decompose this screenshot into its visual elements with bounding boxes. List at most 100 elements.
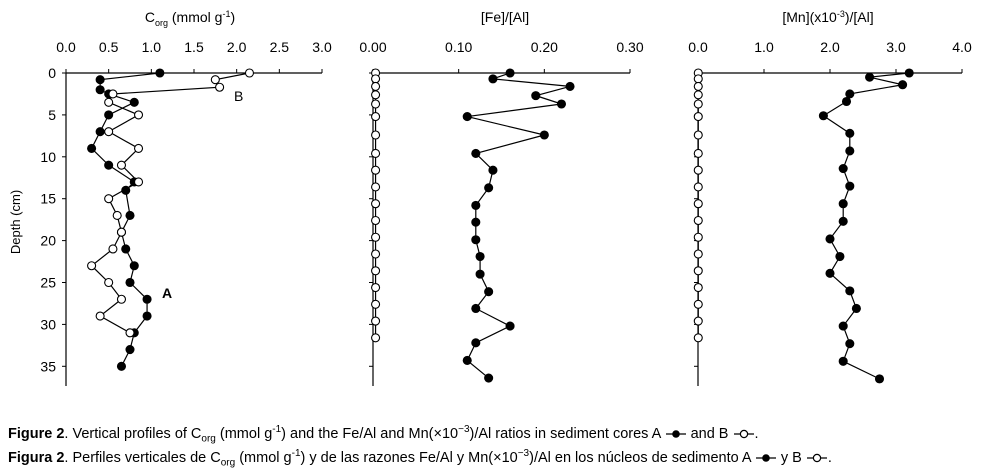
caption-es-label: Figura 2 xyxy=(8,449,65,466)
caption-en-text-2: (mmol g xyxy=(215,425,273,442)
data-point-b-corg xyxy=(116,227,127,237)
data-point-b-fe-al xyxy=(371,199,381,209)
data-point-a-corg xyxy=(104,160,114,170)
x-tick-label-fe-al: 0.20 xyxy=(531,39,558,55)
caption-es-text-1: . Perfiles verticales de C xyxy=(64,449,221,466)
data-point-b-mn-al xyxy=(693,199,703,209)
data-point-a-corg xyxy=(142,294,152,304)
data-point-b-mn-al xyxy=(693,316,703,326)
y-tick-label: 15 xyxy=(40,191,56,207)
data-point-a-fe-al xyxy=(475,269,485,279)
data-point-b-fe-al xyxy=(371,99,381,109)
x-tick-label-mn-al: 1.0 xyxy=(754,39,774,55)
data-point-a-corg xyxy=(142,311,152,321)
data-point-a-fe-al xyxy=(531,91,541,101)
data-point-a-mn-al xyxy=(845,286,855,296)
data-point-a-corg xyxy=(129,97,139,107)
data-point-b-corg xyxy=(244,68,255,78)
data-point-a-fe-al xyxy=(565,81,575,91)
data-point-b-fe-al xyxy=(371,333,381,343)
data-point-b-mn-al xyxy=(693,165,703,175)
data-point-b-fe-al xyxy=(371,316,381,326)
legend-filled-marker-icon xyxy=(755,454,776,462)
data-point-a-mn-al xyxy=(838,321,848,331)
caption-en-sub: org xyxy=(201,433,216,445)
x-tick-label-fe-al: 0.00 xyxy=(359,39,386,55)
data-point-b-fe-al xyxy=(371,266,381,276)
x-tick-label-mn-al: 4.0 xyxy=(952,39,972,55)
data-point-b-fe-al xyxy=(371,215,381,226)
caption-en-text-1: . Vertical profiles of C xyxy=(64,425,202,442)
data-point-a-fe-al xyxy=(505,68,515,78)
legend-open-marker-icon xyxy=(806,453,827,463)
caption-en-sup2: −3 xyxy=(458,424,470,435)
data-point-b-fe-al xyxy=(371,148,381,158)
y-tick-label: 20 xyxy=(40,233,56,249)
panel-mn-al: [Mn](x10-3)/[Al] 0.0 1.0 2.0 3.0 4.0 xyxy=(688,9,972,386)
data-point-a-fe-al xyxy=(488,165,498,175)
caption-es-text-5: y B xyxy=(776,449,806,466)
x-tick-label-corg: 3.0 xyxy=(312,39,332,55)
x-tick-label-corg: 0.5 xyxy=(99,39,119,55)
data-point-b-mn-al xyxy=(693,130,703,140)
panel-fe-al: [Fe]/[Al] 0.00 0.10 0.20 0.30 xyxy=(359,9,644,386)
data-point-a-corg xyxy=(125,210,135,221)
caption-en-label: Figure 2 xyxy=(8,425,65,442)
data-point-a-fe-al xyxy=(471,235,481,245)
data-point-a-fe-al xyxy=(471,338,481,348)
x-tick-label-mn-al: 0.0 xyxy=(688,39,708,55)
x-tick-label-mn-al: 3.0 xyxy=(886,39,906,55)
panel-corg: Corg (mmol g-1) Depth (cm) B A 0.0 0.5 1.0… xyxy=(8,9,332,386)
data-point-b-mn-al xyxy=(693,282,703,293)
data-point-a-corg xyxy=(129,261,139,271)
data-point-a-fe-al xyxy=(462,112,472,122)
data-point-b-corg xyxy=(104,194,114,204)
data-point-a-corg xyxy=(125,344,135,355)
data-point-a-mn-al xyxy=(835,251,845,262)
data-point-b-mn-al xyxy=(693,333,703,343)
figure-canvas: Corg (mmol g-1) Depth (cm) B A 0.0 0.5 1.0… xyxy=(8,9,972,386)
data-point-b-corg xyxy=(133,110,144,120)
data-point-a-fe-al xyxy=(484,373,494,383)
panel-title-fe-al: [Fe]/[Al] xyxy=(481,9,529,25)
data-point-a-mn-al xyxy=(838,199,848,209)
data-point-a-mn-al xyxy=(841,96,852,107)
data-point-a-mn-al xyxy=(825,268,835,278)
caption-es-text-3: ) y de las razones Fe/Al y Mn(×10 xyxy=(300,449,518,466)
data-point-a-mn-al xyxy=(851,303,861,314)
data-point-b-corg xyxy=(104,277,114,288)
data-point-a-corg xyxy=(121,244,131,254)
data-point-a-mn-al xyxy=(845,89,855,99)
x-tick-label-corg: 0.0 xyxy=(56,39,76,55)
data-point-a-corg xyxy=(95,127,105,137)
data-point-b-mn-al xyxy=(693,182,703,192)
y-tick-label: 25 xyxy=(40,275,56,291)
data-point-b-mn-al xyxy=(693,232,703,242)
data-point-b-mn-al xyxy=(693,99,703,109)
caption-en-text-5: and B xyxy=(686,425,733,442)
y-tick-label: 5 xyxy=(48,107,56,123)
data-point-a-fe-al xyxy=(556,99,567,109)
data-point-a-mn-al xyxy=(838,356,848,366)
caption-es-sup2: −3 xyxy=(517,448,530,459)
data-point-a-mn-al xyxy=(825,234,835,244)
data-point-a-mn-al xyxy=(845,146,855,156)
data-point-a-corg xyxy=(116,361,127,371)
series-line-a-fe-al xyxy=(466,72,571,379)
caption-en-text-3: ) and the Fe/Al and Mn(×10 xyxy=(281,425,459,442)
legend-filled-marker-icon xyxy=(665,430,686,438)
data-point-a-fe-al xyxy=(488,74,498,84)
data-point-b-corg xyxy=(116,160,127,170)
data-point-a-fe-al xyxy=(475,251,485,262)
data-point-b-corg xyxy=(125,328,135,338)
data-point-b-fe-al xyxy=(371,182,381,192)
data-point-a-corg xyxy=(155,68,165,78)
data-point-b-fe-al xyxy=(371,299,381,309)
data-point-b-corg xyxy=(112,210,122,221)
data-point-b-corg xyxy=(108,244,118,254)
caption-spanish: Figura 2. Perfiles verticales de Corg (m… xyxy=(8,444,983,474)
data-point-b-fe-al xyxy=(371,232,381,242)
data-point-a-fe-al xyxy=(471,303,481,314)
data-point-b-corg xyxy=(116,294,127,304)
data-point-a-mn-al xyxy=(818,111,828,121)
